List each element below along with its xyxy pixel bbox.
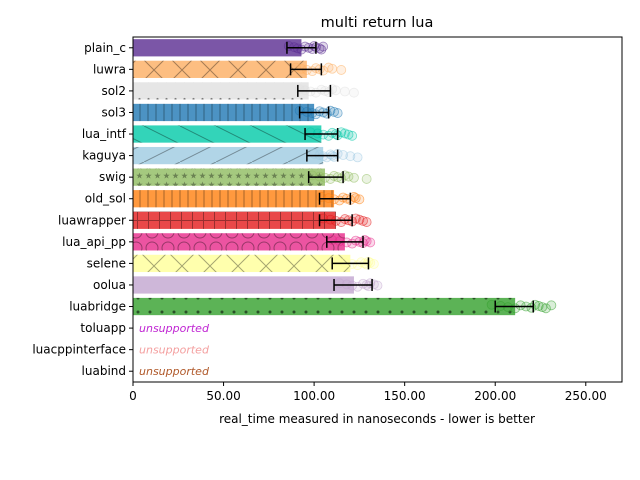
sample-point-old_sol [354, 194, 365, 205]
bars-layer: unsupported unsupported unsupported [133, 39, 516, 378]
y-tick-label-luabridge: luabridge [69, 300, 126, 314]
sample-point-luwra [323, 62, 334, 73]
sample-point-luawrapper [354, 214, 365, 225]
sample-point-kaguya [338, 150, 348, 160]
x-tick-label: 200.00 [474, 389, 516, 403]
chart-title: multi return lua [321, 15, 434, 31]
y-tick-label-oolua: oolua [93, 278, 126, 292]
x-axis-label: real_time measured in nanoseconds - lowe… [219, 412, 535, 426]
sample-point-luabridge [546, 300, 557, 311]
bar-plain_c [133, 39, 302, 57]
y-tick-label-luawrapper: luawrapper [58, 213, 126, 227]
x-tick-label: 50.00 [206, 389, 240, 403]
x-axis: 0 50.00 100.00 150.00 200.00 250.00 [129, 382, 607, 403]
unsupported-label-luabind: unsupported [139, 365, 210, 378]
y-tick-label-sol3: sol3 [101, 105, 126, 119]
sample-point-old_sol [350, 193, 361, 204]
bar-hatch-sol2 [133, 82, 309, 100]
sample-point-luwra [311, 63, 321, 74]
sample-point-lua_intf [336, 127, 347, 138]
bar-hatch-selene [133, 254, 351, 273]
samples-layer [283, 41, 557, 314]
bar-hatch-luawrapper [133, 211, 336, 229]
sample-point-luawrapper [361, 217, 372, 227]
sample-point-luabridge [533, 301, 544, 311]
bar-hatch-old_sol [133, 190, 335, 208]
y-tick-label-selene: selene [87, 256, 126, 270]
sample-point-sol2 [339, 86, 350, 97]
sample-point-sol2 [330, 85, 341, 96]
sample-point-luabridge [541, 303, 551, 314]
sample-point-swig [361, 174, 372, 184]
bar-hatch-luwra [133, 60, 307, 78]
sample-point-luwra [327, 63, 338, 74]
y-tick-label-old_sol: old_sol [85, 192, 126, 206]
x-tick-label: 250.00 [565, 389, 607, 403]
unsupported-label-toluapp: unsupported [139, 322, 210, 335]
plot-frame [132, 36, 623, 383]
bar-hatch-kaguya [133, 146, 324, 165]
sample-point-sol3 [332, 108, 343, 118]
sample-point-plain_c [316, 44, 327, 55]
sample-point-luwra [336, 65, 347, 75]
sample-point-lua_api_pp [365, 237, 376, 248]
sample-point-kaguya [352, 152, 363, 163]
bar-hatch-sol3 [133, 103, 315, 122]
bar-hatch-lua_api_pp [133, 233, 345, 251]
bar-hatch-lua_intf [133, 125, 322, 143]
y-tick-label-toluapp: toluapp [80, 321, 126, 335]
sample-point-luawrapper [358, 215, 368, 226]
sample-point-sol3 [329, 106, 339, 117]
y-tick-label-lua_api_pp: lua_api_pp [62, 235, 126, 249]
x-tick-label: 150.00 [384, 389, 426, 403]
sample-point-lua_intf [347, 130, 358, 141]
sample-point-old_sol [338, 192, 348, 203]
sample-point-lua_intf [343, 129, 354, 140]
error-bars-layer [286, 41, 535, 313]
unsupported-label-luacppinterface: unsupported [139, 344, 210, 357]
x-tick-label: 0 [129, 389, 137, 403]
bar-hatch-swig [133, 168, 325, 186]
sample-point-sol2 [349, 87, 359, 98]
x-tick-label: 100.00 [293, 389, 335, 403]
sample-point-kaguya [345, 151, 356, 162]
y-tick-label-sol2: sol2 [101, 84, 126, 98]
sample-point-selene [368, 259, 379, 269]
y-tick-label-luabind: luabind [82, 364, 126, 378]
sample-point-sol3 [314, 106, 325, 117]
y-tick-label-luwra: luwra [93, 62, 126, 76]
sample-point-lua_intf [339, 128, 350, 139]
sample-point-sol2 [316, 84, 327, 95]
y-tick-label-kaguya: kaguya [82, 149, 126, 163]
sample-point-swig [329, 171, 339, 181]
sample-point-luawrapper [350, 213, 361, 224]
y-tick-label-luacppinterface: luacppinterface [32, 343, 126, 357]
y-tick-label-swig: swig [99, 170, 126, 184]
sample-point-luawrapper [339, 214, 350, 224]
sample-point-swig [349, 172, 359, 183]
y-tick-label-plain_c: plain_c [84, 41, 126, 55]
bar-hatch-luabridge [133, 297, 516, 316]
y-tick-label-lua_intf: lua_intf [82, 127, 127, 141]
sample-point-oolua [372, 280, 383, 291]
bar-oolua [133, 276, 354, 294]
sample-point-oolua [358, 278, 368, 289]
sample-point-plain_c [318, 41, 329, 52]
